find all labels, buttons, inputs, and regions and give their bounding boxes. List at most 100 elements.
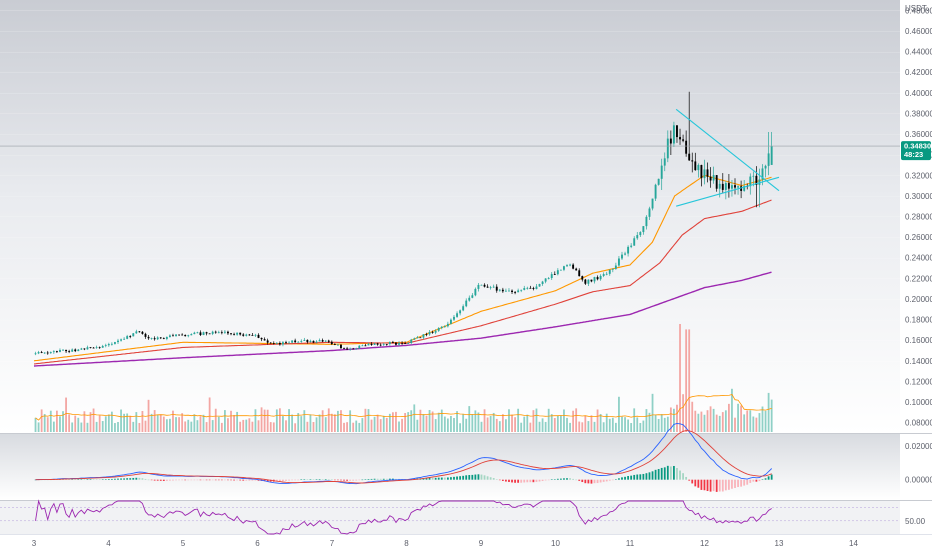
candle-body (590, 279, 593, 282)
candle-body (306, 339, 309, 343)
macd-histogram-bar (184, 479, 187, 481)
macd-histogram-bar (621, 477, 623, 480)
volume-bar (379, 419, 382, 432)
volume-bar (553, 418, 556, 432)
candle-body (202, 332, 205, 335)
volume-bar (727, 403, 730, 432)
macd-histogram-bar (306, 479, 309, 480)
price-tick-label: 0.32000 (905, 171, 932, 180)
candle-body (758, 179, 761, 185)
macd-histogram-bar (767, 476, 770, 480)
volume-bar (59, 416, 61, 432)
macd-histogram-bar (382, 478, 385, 480)
volume-bar (110, 411, 113, 432)
volume-bar (80, 422, 83, 432)
macd-histogram-bar (456, 476, 458, 480)
candle-body (340, 344, 342, 349)
candle-body (214, 331, 217, 333)
volume-bar (676, 404, 678, 432)
candle-body (59, 349, 61, 352)
volume-bar (306, 421, 309, 432)
macd-histogram-bar (248, 479, 251, 481)
volume-bar (138, 422, 141, 432)
volume-bar (123, 413, 126, 432)
candle-body (740, 186, 743, 191)
macd-histogram-bar (193, 479, 196, 481)
volume-bar (471, 414, 474, 432)
macd-histogram-bar (343, 479, 345, 481)
macd-histogram-bar (367, 479, 370, 480)
candle-body (404, 343, 407, 344)
volume-bar (291, 414, 294, 432)
candle-body (621, 254, 623, 259)
volume-bar (239, 421, 242, 432)
candle-body (83, 348, 86, 350)
volume-bar (282, 416, 284, 432)
rsi-pane-background (0, 501, 900, 534)
countdown-timer: 48:23 (904, 150, 923, 159)
macd-histogram-bar (694, 479, 697, 487)
volume-bar (385, 417, 388, 432)
candle-body (193, 332, 196, 335)
macd-histogram-bar (498, 479, 501, 481)
candle-body (62, 349, 64, 351)
volume-bar (450, 415, 452, 432)
macd-histogram-bar (731, 479, 733, 489)
candle-body (456, 313, 458, 317)
volume-bar (724, 410, 727, 432)
macd-histogram-bar (208, 479, 211, 481)
candle-body (685, 140, 688, 154)
triangle-trendlines[interactable] (675, 108, 780, 207)
macd-histogram-bar (385, 478, 388, 480)
volume-bar (538, 421, 541, 432)
candle-body (449, 319, 452, 324)
macd-histogram-bar (156, 479, 159, 481)
candle-body (349, 348, 352, 350)
candle-body (697, 164, 700, 171)
macd-histogram-bar (501, 479, 504, 481)
macd-histogram-bar (492, 478, 495, 480)
candle-body (144, 333, 147, 337)
candle-body (511, 290, 513, 292)
volume-bar (56, 410, 58, 432)
volume-bar (321, 410, 324, 432)
macd-histogram-bar (297, 479, 300, 481)
trendline (676, 176, 780, 207)
volume-bar (214, 408, 217, 432)
volume-bar (575, 408, 578, 432)
candle-body (608, 269, 611, 274)
candle-body (358, 345, 361, 349)
candle-body (718, 183, 721, 189)
time-axis-labels: 3 4 5 6 7 8 9 10 11 12 13 14 (32, 539, 859, 548)
candle-body (566, 265, 568, 267)
volume-bar (764, 410, 767, 432)
macd-histogram-bar (123, 478, 126, 480)
candle-body (98, 347, 101, 349)
candle-body (278, 342, 281, 345)
volume-bar (480, 421, 483, 432)
macd-histogram-bar (538, 479, 541, 482)
volume-bar (388, 413, 391, 432)
candle-body (361, 345, 364, 347)
macd-histogram-bar (511, 479, 513, 483)
macd-histogram-bar (285, 479, 287, 481)
candle-body (71, 349, 74, 352)
candle-body (682, 139, 685, 141)
macd-histogram-bar (614, 479, 617, 480)
time-tick-label: 3 (32, 539, 37, 548)
volume-bar (89, 412, 92, 432)
volume-bar (627, 419, 630, 432)
macd-histogram-bar (605, 479, 608, 482)
time-tick-label: 14 (849, 539, 858, 548)
currency-label[interactable]: USDT (905, 4, 927, 13)
candle-body (138, 331, 141, 333)
candle-body (541, 281, 544, 285)
currency-dropdown-icon[interactable]: ⌄ (924, 4, 931, 13)
time-tick-label: 6 (255, 539, 260, 548)
candle-body (767, 153, 770, 166)
candle-body (547, 278, 550, 279)
candle-body (517, 290, 520, 293)
candle-body (86, 347, 89, 350)
volume-bar (74, 415, 77, 432)
